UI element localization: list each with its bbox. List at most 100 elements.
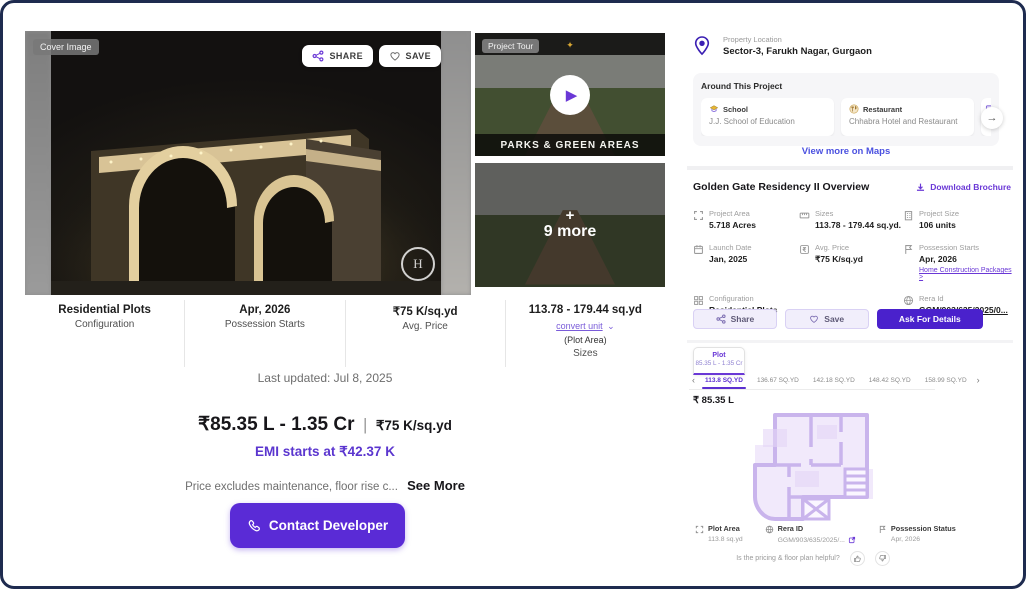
thumbs-down-button[interactable] <box>874 551 890 566</box>
place-category: Restaurant <box>863 104 903 114</box>
save-button-small[interactable]: Save <box>784 309 869 329</box>
property-location: Property Location Sector-3, Farukh Nagar… <box>693 35 872 57</box>
thumbs-down-icon <box>878 554 887 563</box>
overview-item-project-size: Project Size 106 units <box>903 209 1013 230</box>
overview-grid: Project Area 5.718 Acres Sizes 113.78 - 17… <box>693 209 1013 325</box>
place-card-school[interactable]: School J.J. School of Education <box>701 98 834 136</box>
more-sky <box>475 163 665 216</box>
feedback-question: Is the pricing & floor plan helpful? <box>736 555 840 562</box>
tab-plot[interactable]: Plot 85.35 L - 1.35 Cr <box>693 347 745 375</box>
stat-possession: Apr, 2026 Possession Starts <box>185 300 346 367</box>
save-label: Save <box>824 314 845 324</box>
key-stats-strip: Residential Plots Configuration Apr, 202… <box>25 300 665 367</box>
share-button-small[interactable]: Share <box>693 309 777 329</box>
overview-actions: Share Save Ask For Details <box>693 309 983 329</box>
share-label: Share <box>730 314 755 324</box>
section-divider <box>687 166 1013 170</box>
heart-icon <box>809 314 819 324</box>
builder-logo-icon: ✦ <box>566 40 574 50</box>
price-disclaimer: Price excludes maintenance, floor rise c… <box>25 478 625 493</box>
chevron-down-icon: ⌄ <box>607 321 615 331</box>
price-range: ₹85.35 L - 1.35 Cr <box>198 414 355 435</box>
rera-id-value[interactable]: GGM/903/635/2025/... <box>777 536 845 544</box>
convert-unit-link[interactable]: convert unit <box>556 321 603 331</box>
around-title: Around This Project <box>701 81 783 91</box>
heart-icon <box>389 50 401 62</box>
project-tour-thumbnail[interactable]: Project Tour ✦ ▶ PARKS & GREEN AREAS <box>475 33 665 156</box>
cover-image-label: Cover Image <box>33 39 99 55</box>
chevron-left-icon[interactable]: ‹ <box>692 375 695 385</box>
overview-item-launch-date: Launch Date Jan, 2025 <box>693 243 799 281</box>
project-tour-label: Project Tour <box>482 39 540 53</box>
plan-details-row: Plot Area 113.8 sq.yd Rera ID GGM/903/635… <box>695 524 956 544</box>
stat-avg-price: ₹75 K/sq.yd Avg. Price <box>346 300 506 367</box>
share-button-label: SHARE <box>329 51 363 61</box>
more-photos-thumbnail[interactable]: + 9 more <box>475 163 665 287</box>
cover-image[interactable]: Cover Image SHARE SAVE H <box>25 31 471 295</box>
ruler-icon <box>799 210 810 221</box>
contact-developer-label: Contact Developer <box>268 518 389 533</box>
download-brochure-button[interactable]: Download Brochure <box>915 182 1011 193</box>
globe-icon <box>765 525 774 534</box>
cover-blur-right <box>441 31 471 295</box>
plan-feedback-row: Is the pricing & floor plan helpful? <box>693 551 933 566</box>
place-category: School <box>723 104 749 114</box>
overview-item-sizes: Sizes 113.78 - 179.44 sq.yd. <box>799 209 903 230</box>
plan-detail-plot-area: Plot Area 113.8 sq.yd <box>695 524 743 544</box>
arrow-right-icon: → <box>986 112 998 124</box>
thumbs-up-button[interactable] <box>849 551 865 566</box>
size-tab-4[interactable]: 158.99 SQ.YD <box>924 376 967 384</box>
view-more-maps-link[interactable]: View more on Maps <box>801 146 891 157</box>
play-button[interactable]: ▶ <box>550 74 590 115</box>
see-more-link[interactable]: See More <box>407 478 465 493</box>
overview-title: Golden Gate Residency II Overview <box>693 181 870 193</box>
restaurant-icon <box>849 104 859 114</box>
size-tab-1[interactable]: 136.67 SQ.YD <box>756 376 799 384</box>
pipe-separator: | <box>362 415 368 434</box>
area-icon <box>695 525 704 534</box>
home-construction-link[interactable]: Home Construction Packages > <box>919 267 1012 281</box>
tab-plot-title: Plot <box>712 352 726 359</box>
share-button[interactable]: SHARE <box>302 45 373 67</box>
tab-plot-price: 85.35 L - 1.35 Cr <box>695 360 743 367</box>
overview-header: Golden Gate Residency II Overview Downlo… <box>693 181 1011 193</box>
cover-blur-left <box>25 31 51 295</box>
school-icon <box>709 104 719 114</box>
ask-for-details-button[interactable]: Ask For Details <box>876 309 983 329</box>
stat-value: ₹75 K/sq.yd <box>392 306 458 318</box>
emi-text[interactable]: EMI starts at ₹42.37 K <box>255 444 395 459</box>
place-name: Chhabra Hotel and Restaurant <box>849 117 958 126</box>
area-icon <box>693 210 704 221</box>
grid-icon <box>693 295 704 306</box>
size-tab-3[interactable]: 148.42 SQ.YD <box>868 376 911 384</box>
size-tab-2[interactable]: 142.18 SQ.YD <box>812 376 855 384</box>
stat-value: 113.78 - 179.44 sq.yd <box>528 304 642 316</box>
plan-detail-possession: Possession Status Apr, 2026 <box>878 524 956 544</box>
size-tabs: ‹ 113.8 SQ.YD 136.67 SQ.YD 142.18 SQ.YD … <box>689 375 980 390</box>
next-places-button[interactable]: → <box>981 107 1003 129</box>
stat-sub: (Plot Area) <box>564 335 607 345</box>
more-dim-overlay <box>475 163 665 287</box>
plan-detail-rera-id: Rera ID GGM/903/635/2025/... <box>765 524 856 544</box>
more-photos-overlay: + 9 more <box>475 163 665 287</box>
chevron-right-icon[interactable]: › <box>976 375 980 385</box>
external-link-icon[interactable] <box>848 536 856 544</box>
thumbs-up-icon <box>853 554 862 563</box>
save-button-label: SAVE <box>405 51 431 61</box>
stat-value: Apr, 2026 <box>239 304 291 316</box>
place-card-restaurant[interactable]: Restaurant Chhabra Hotel and Restaurant <box>841 98 974 136</box>
place-name: J.J. School of Education <box>709 117 795 126</box>
map-pin-icon <box>693 35 711 57</box>
rupee-icon <box>799 244 810 255</box>
contact-developer-button[interactable]: Contact Developer <box>230 503 405 548</box>
size-tab-0[interactable]: 113.8 SQ.YD <box>698 377 750 389</box>
calendar-icon <box>693 244 704 255</box>
pricing-block: Last updated: Jul 8, 2025 ₹85.35 L - 1.3… <box>25 371 625 493</box>
stat-configuration: Residential Plots Configuration <box>25 300 186 367</box>
save-button[interactable]: SAVE <box>378 45 441 67</box>
globe-icon <box>903 295 914 306</box>
download-icon <box>915 182 926 193</box>
overview-item-project-area: Project Area 5.718 Acres <box>693 209 799 230</box>
play-icon: ▶ <box>565 86 578 104</box>
floorplan-image[interactable] <box>745 407 885 525</box>
